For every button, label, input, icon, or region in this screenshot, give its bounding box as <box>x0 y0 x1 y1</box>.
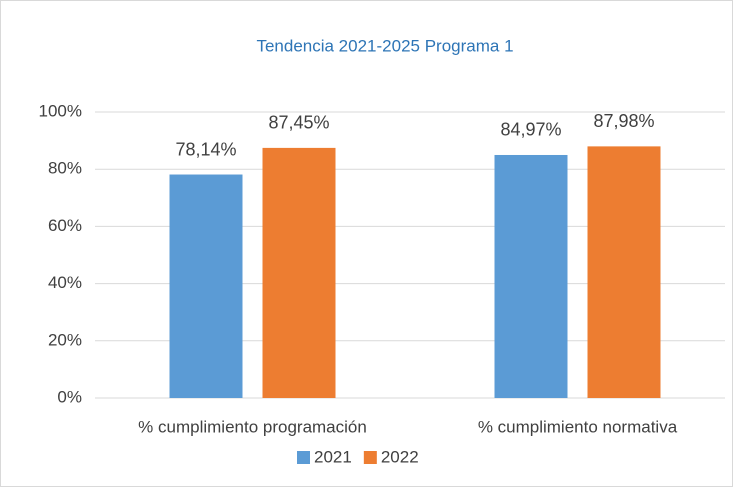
bar <box>169 174 243 398</box>
bar <box>587 146 661 398</box>
y-tick-label: 0% <box>57 387 82 406</box>
y-tick-label: 20% <box>48 330 82 349</box>
data-label: 78,14% <box>175 139 236 159</box>
legend-label: 2021 <box>314 447 352 466</box>
legend-swatch <box>297 451 310 464</box>
y-tick-label: 60% <box>48 216 82 235</box>
data-label: 87,98% <box>593 111 654 131</box>
chart-title: Tendencia 2021-2025 Programa 1 <box>256 36 513 55</box>
x-tick-label: % cumplimiento programación <box>138 417 367 436</box>
data-label: 87,45% <box>268 113 329 133</box>
bar <box>262 147 336 398</box>
legend-label: 2022 <box>381 447 419 466</box>
data-label: 84,97% <box>500 120 561 140</box>
y-tick-label: 40% <box>48 273 82 292</box>
x-tick-label: % cumplimiento normativa <box>478 417 678 436</box>
legend-swatch <box>363 451 377 464</box>
y-tick-label: 100% <box>39 101 82 120</box>
y-tick-label: 80% <box>48 159 82 178</box>
bar <box>494 154 568 398</box>
